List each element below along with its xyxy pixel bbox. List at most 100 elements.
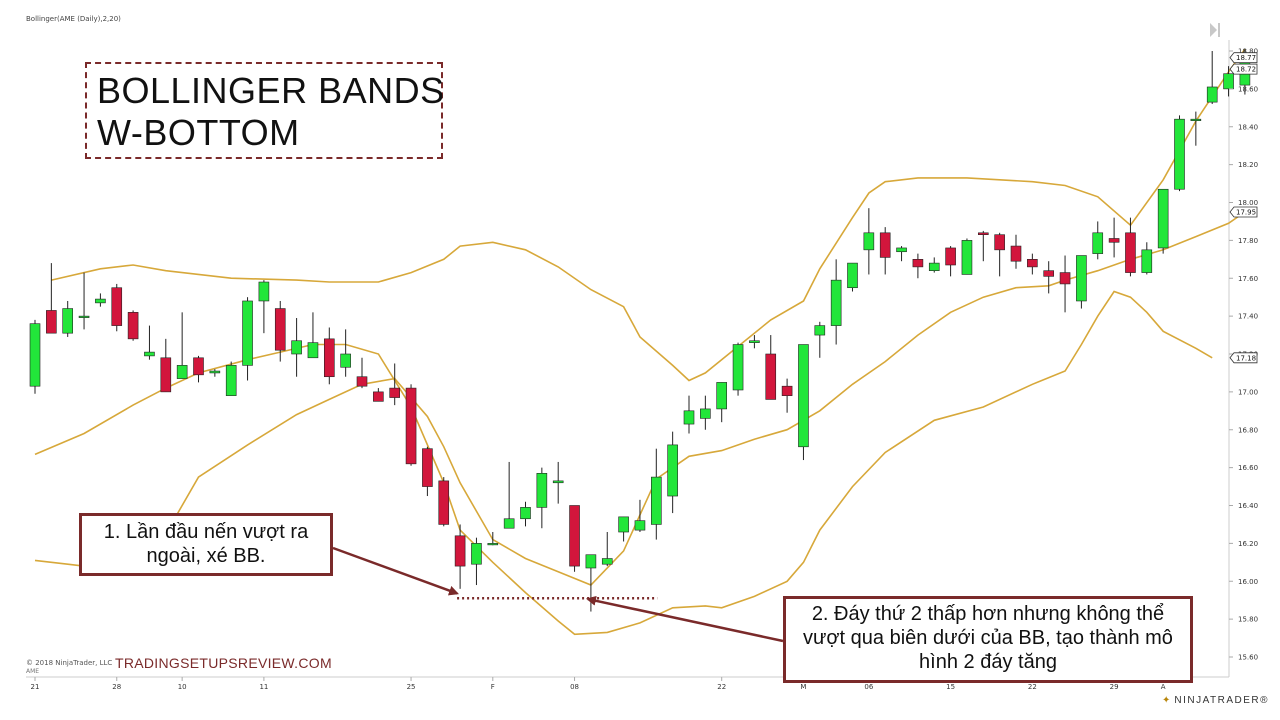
- candle: [258, 280, 270, 334]
- candle-body: [487, 543, 499, 546]
- candle-body: [78, 315, 90, 318]
- candle-body: [683, 410, 695, 425]
- candle: [520, 501, 531, 527]
- candle-body: [798, 344, 809, 448]
- x-tick-label: 15: [946, 683, 955, 691]
- candle: [552, 461, 564, 504]
- x-tick-label: 22: [717, 683, 726, 691]
- candle-body: [95, 298, 106, 304]
- candle: [389, 363, 401, 406]
- candle: [634, 499, 646, 533]
- candle: [601, 532, 613, 567]
- x-tick-label: 06: [864, 683, 873, 691]
- x-tick-label: F: [491, 683, 495, 691]
- candle-body: [814, 325, 826, 336]
- candle-body: [1092, 232, 1104, 254]
- x-tick-label: 22: [1028, 683, 1037, 691]
- candle-body: [438, 480, 450, 525]
- candle-body: [291, 340, 302, 355]
- indicator-label: Bollinger(AME (Daily),2,20): [26, 15, 121, 23]
- price-tag: 17.18: [1229, 352, 1258, 364]
- candle: [716, 382, 728, 423]
- play-icon[interactable]: [1208, 21, 1222, 39]
- candle: [340, 329, 351, 377]
- candle-body: [503, 518, 515, 529]
- candle: [1125, 217, 1136, 277]
- candle-body: [879, 232, 891, 258]
- candle-body: [1174, 118, 1185, 190]
- candle-body: [405, 387, 417, 465]
- candle-body: [307, 342, 319, 359]
- annotation-note-1: 1. Lần đầu nến vượt ra ngoài, xé BB.: [79, 513, 333, 576]
- candle-body: [1141, 249, 1153, 273]
- candle: [78, 272, 90, 330]
- candle-body: [650, 476, 662, 525]
- x-tick-label: 21: [31, 683, 40, 691]
- candle: [896, 246, 907, 262]
- candle-body: [454, 535, 466, 567]
- candle: [732, 342, 744, 396]
- price-tag: 18.77: [1229, 52, 1258, 64]
- candle: [650, 448, 662, 540]
- y-tick-label: 17.60: [1238, 275, 1258, 283]
- candle-body: [765, 353, 777, 400]
- candle: [945, 246, 956, 277]
- candle-body: [160, 357, 172, 393]
- candle-body: [1125, 232, 1136, 273]
- y-tick-label: 18.20: [1238, 161, 1258, 169]
- candle-body: [700, 408, 711, 419]
- candle: [209, 369, 221, 377]
- candle-body: [258, 281, 270, 302]
- candle: [127, 310, 139, 341]
- candle: [847, 262, 858, 292]
- candle: [487, 532, 499, 546]
- candle-body: [634, 520, 646, 531]
- y-tick-label: 16.60: [1238, 464, 1258, 472]
- candle: [830, 259, 842, 345]
- candle: [1108, 217, 1120, 258]
- candle: [618, 516, 629, 542]
- candle-body: [912, 259, 924, 268]
- band-middle: [34, 290, 1213, 636]
- candle: [111, 283, 123, 332]
- candle-body: [323, 338, 335, 378]
- price-tag: 18.72: [1229, 63, 1258, 75]
- x-tick-label: A: [1161, 683, 1166, 691]
- candle: [749, 335, 760, 349]
- candle: [274, 300, 286, 362]
- price-axis: 18.80 18.60 18.40 18.20 18.00 17.80 17.60 17.40…: [1229, 48, 1258, 662]
- candle: [700, 395, 711, 430]
- watermark-text: TRADINGSETUPSREVIEW.COM: [115, 655, 332, 671]
- candle: [307, 312, 319, 359]
- candle-body: [176, 365, 188, 379]
- candle-body: [601, 558, 613, 565]
- candle-body: [994, 234, 1005, 251]
- candle: [144, 325, 155, 360]
- candle: [422, 446, 433, 497]
- candle-body: [896, 247, 907, 253]
- candle-body: [274, 308, 286, 351]
- candle: [667, 431, 678, 514]
- candle: [683, 395, 695, 434]
- candle: [1141, 242, 1153, 275]
- price-tag-box: [1229, 63, 1258, 75]
- candle-body: [928, 262, 940, 271]
- ninja-logo-icon: ✦: [1162, 695, 1171, 706]
- candlesticks: [29, 49, 1251, 612]
- candle: [961, 238, 973, 275]
- price-tags: 18.77 18.72 17.95 17.18: [1229, 52, 1258, 364]
- candle-body: [1223, 73, 1234, 90]
- candle-body: [1059, 272, 1071, 285]
- candle-body: [209, 370, 221, 374]
- candle-body: [1027, 259, 1038, 268]
- candle-body: [1108, 238, 1120, 243]
- instrument-label: AME: [26, 668, 40, 675]
- candle: [62, 300, 74, 337]
- y-tick-label: 16.80: [1238, 426, 1258, 434]
- x-tick-label: 25: [407, 683, 416, 691]
- candle: [193, 355, 204, 383]
- candle: [176, 312, 188, 379]
- candle-body: [945, 247, 956, 266]
- candle: [46, 263, 57, 334]
